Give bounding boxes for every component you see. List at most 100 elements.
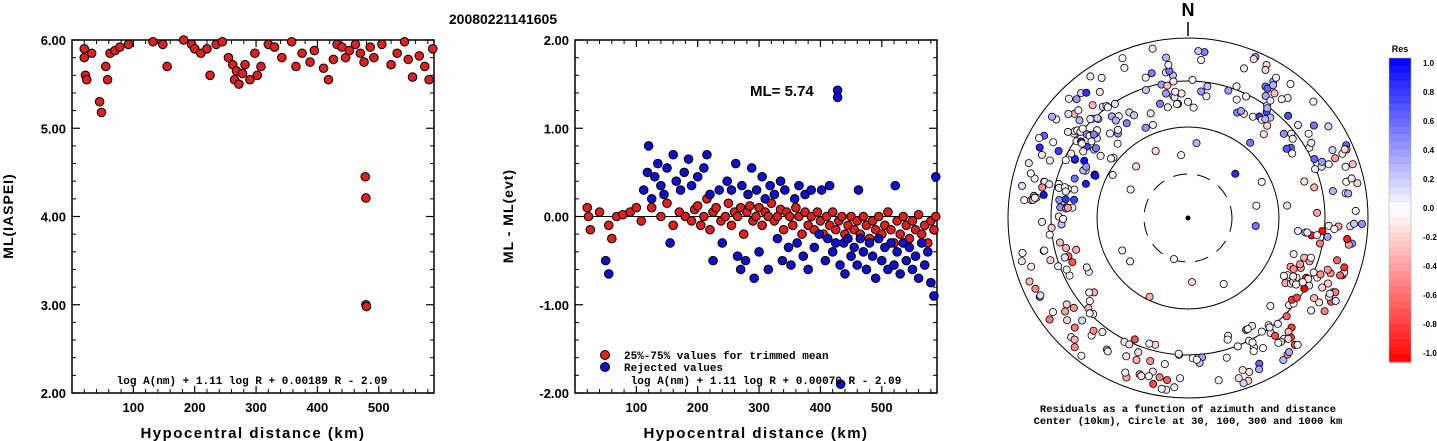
data-point — [252, 70, 263, 81]
station-point — [1286, 80, 1295, 89]
plot-frame — [71, 39, 435, 394]
station-point — [1145, 292, 1154, 301]
data-point — [245, 74, 255, 85]
station-point — [1188, 75, 1197, 84]
data-point — [726, 185, 737, 195]
data-point — [816, 185, 827, 195]
data-point — [806, 185, 817, 195]
y-tick-label: 0.00 — [544, 210, 569, 225]
colorbar-cell — [1389, 263, 1411, 272]
station-point — [1232, 95, 1241, 104]
station-point — [1142, 86, 1151, 95]
station-point — [1257, 327, 1266, 336]
station-point — [1164, 60, 1173, 69]
data-point — [783, 242, 794, 253]
x-tick-label: 400 — [810, 400, 832, 415]
data-point — [291, 61, 301, 72]
data-point — [814, 229, 824, 239]
data-point — [386, 59, 396, 70]
data-point — [344, 45, 355, 56]
data-point — [100, 61, 111, 72]
station-point — [1328, 146, 1337, 155]
colorbar-cell — [1389, 172, 1411, 181]
data-point — [798, 251, 809, 262]
colorbar-cell — [1389, 308, 1411, 317]
station-point — [1177, 151, 1186, 160]
station-point — [1145, 339, 1154, 348]
station-point — [1292, 293, 1301, 302]
station-point — [1027, 262, 1036, 271]
station-point — [1031, 284, 1040, 293]
station-point — [1108, 170, 1117, 179]
station-point — [1026, 169, 1035, 178]
station-point — [1325, 289, 1334, 298]
data-point — [603, 220, 614, 231]
data-point — [743, 189, 753, 200]
data-point — [757, 220, 767, 231]
station-point — [1121, 368, 1130, 377]
station-point — [1323, 232, 1332, 241]
station-point — [1279, 271, 1288, 280]
data-point — [205, 70, 215, 81]
data-point — [803, 264, 813, 275]
data-point — [730, 158, 741, 169]
legend: 25%-75% values for trimmed mean Rejected… — [600, 350, 829, 375]
data-point — [837, 211, 847, 222]
data-point — [594, 207, 605, 217]
station-point — [1184, 97, 1193, 106]
epicenter-dot — [1185, 215, 1191, 221]
station-point — [1306, 253, 1315, 262]
legend-marker-trimmed — [600, 350, 610, 360]
station-point — [1118, 54, 1127, 63]
station-point — [1085, 288, 1094, 297]
station-point — [1274, 338, 1283, 347]
station-point — [1203, 82, 1212, 91]
data-point — [754, 247, 764, 257]
colorbar-tick-label: -0.8 — [1423, 320, 1437, 329]
station-point — [1024, 159, 1033, 168]
data-point — [775, 176, 786, 186]
y-tick-label: -1.00 — [539, 298, 569, 313]
station-point — [1284, 111, 1293, 120]
figure-title: 20080221141605 — [449, 11, 557, 27]
data-point — [873, 233, 884, 244]
station-point — [1077, 139, 1086, 148]
data-point — [827, 207, 838, 217]
data-point — [846, 251, 856, 262]
station-point — [1070, 343, 1079, 352]
station-point — [1081, 179, 1090, 188]
colorbar-tick-label: -0.6 — [1423, 291, 1437, 300]
data-point — [737, 180, 747, 191]
station-point — [1176, 374, 1185, 383]
data-point — [692, 201, 703, 211]
x-tick-label: 400 — [307, 400, 329, 415]
data-point — [399, 36, 410, 47]
data-point — [662, 198, 672, 209]
data-point — [858, 211, 869, 222]
formula-text: log A(nm) + 1.11 log R + 0.00070 R - 2.0… — [631, 376, 902, 388]
station-point — [1082, 263, 1091, 272]
x-axis-label: Hypocentral distance (km) — [140, 425, 365, 441]
y-tick-label: 1.00 — [544, 121, 569, 136]
data-point — [913, 273, 924, 284]
station-point — [1357, 219, 1366, 228]
station-point — [1194, 47, 1203, 56]
data-point — [708, 255, 718, 266]
station-point — [1270, 89, 1279, 98]
station-point — [1113, 125, 1122, 134]
data-point — [328, 54, 339, 65]
station-point — [1282, 144, 1291, 153]
data-point — [757, 171, 767, 182]
data-point — [369, 52, 379, 63]
data-point — [904, 242, 915, 253]
station-point — [1304, 129, 1313, 138]
station-point — [1146, 357, 1155, 366]
station-point — [1122, 352, 1131, 361]
station-point — [1350, 219, 1359, 228]
colorbar-cell — [1389, 301, 1411, 310]
colorbar-tick-label: 0.6 — [1423, 117, 1435, 126]
station-point — [1061, 187, 1070, 196]
data-point — [791, 202, 801, 213]
station-point — [1263, 121, 1272, 130]
data-point — [603, 269, 614, 279]
